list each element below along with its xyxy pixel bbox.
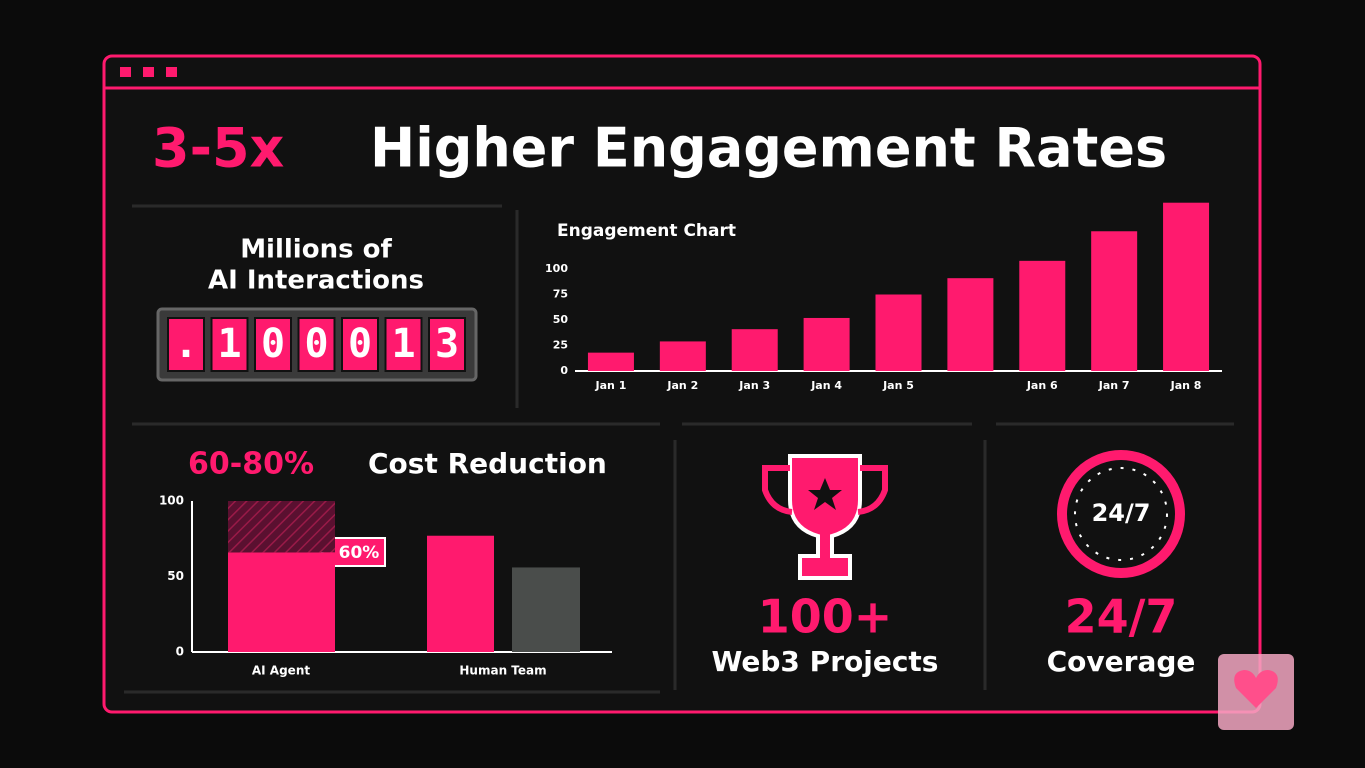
title-highlight: 3-5x	[152, 117, 285, 180]
digit-cell	[428, 317, 466, 372]
digit-cell	[384, 317, 423, 372]
y-tick-label: 0	[560, 364, 568, 377]
digit-cell	[210, 317, 249, 372]
bar	[731, 329, 778, 371]
stat-value: 100+	[758, 590, 893, 644]
y-tick-label: 25	[553, 339, 568, 352]
label: AI Interactions	[208, 266, 424, 296]
chart-title: Engagement Chart	[557, 221, 736, 241]
x-tick-label: AI Agent	[252, 664, 310, 678]
hatched-segment	[228, 501, 335, 553]
x-tick-label: Jan 4	[810, 379, 842, 392]
dividers	[124, 204, 1234, 694]
digit: .	[174, 321, 198, 367]
x-tick-label: Jan 6	[1026, 379, 1058, 392]
x-tick-label: Jan 1	[595, 379, 627, 392]
window-dots	[120, 67, 177, 77]
bar	[427, 535, 494, 652]
x-tick-label: Jan 5	[882, 379, 914, 392]
tag-label: 60%	[339, 543, 380, 563]
x-tick-label: Jan 3	[738, 379, 770, 392]
cost-highlight: 60-80%	[188, 447, 314, 482]
bar	[512, 567, 580, 652]
y-tick-label: 75	[553, 288, 568, 301]
x-tick-label: Jan 2	[666, 379, 698, 392]
bar	[1163, 202, 1210, 371]
bar	[587, 352, 634, 371]
cost-title: Cost Reduction	[368, 447, 607, 480]
digit: 0	[348, 321, 372, 367]
bar	[803, 317, 850, 371]
title: Higher Engagement Rates	[370, 117, 1167, 180]
bar	[228, 552, 335, 652]
digit: 0	[304, 321, 328, 367]
bar	[1019, 260, 1066, 371]
y-tick-label: 50	[553, 313, 569, 326]
digit: 3	[435, 321, 459, 367]
stat-label: Web3 Projects	[712, 645, 939, 678]
x-tick-label: Jan 8	[1170, 379, 1202, 392]
y-tick-label: 100	[545, 262, 568, 275]
frame	[102, 54, 1262, 714]
trophy	[762, 454, 888, 580]
digit: 0	[261, 321, 285, 367]
digit-cell	[297, 317, 336, 372]
bar	[1091, 231, 1138, 371]
digit: 1	[217, 321, 241, 367]
x-tick-label: Human Team	[459, 664, 546, 678]
bar	[947, 278, 994, 371]
y-tick-label: 0	[176, 645, 184, 659]
clock-ticks	[1074, 467, 1168, 561]
y-tick-label: 100	[159, 494, 184, 508]
digit-cell	[341, 317, 379, 372]
y-tick-label: 50	[167, 569, 184, 583]
digit-cell	[167, 317, 205, 372]
digit: 1	[391, 321, 415, 367]
label: Millions of	[240, 235, 392, 265]
clock	[1057, 450, 1185, 578]
digit-cell	[254, 317, 292, 372]
stat-label: Coverage	[1047, 645, 1196, 678]
stat-value: 24/7	[1065, 590, 1178, 644]
clock-label: 24/7	[1092, 499, 1151, 527]
x-tick-label: Jan 7	[1098, 379, 1130, 392]
heart-icon	[1234, 670, 1278, 708]
bar	[875, 294, 922, 371]
bar	[659, 341, 706, 371]
